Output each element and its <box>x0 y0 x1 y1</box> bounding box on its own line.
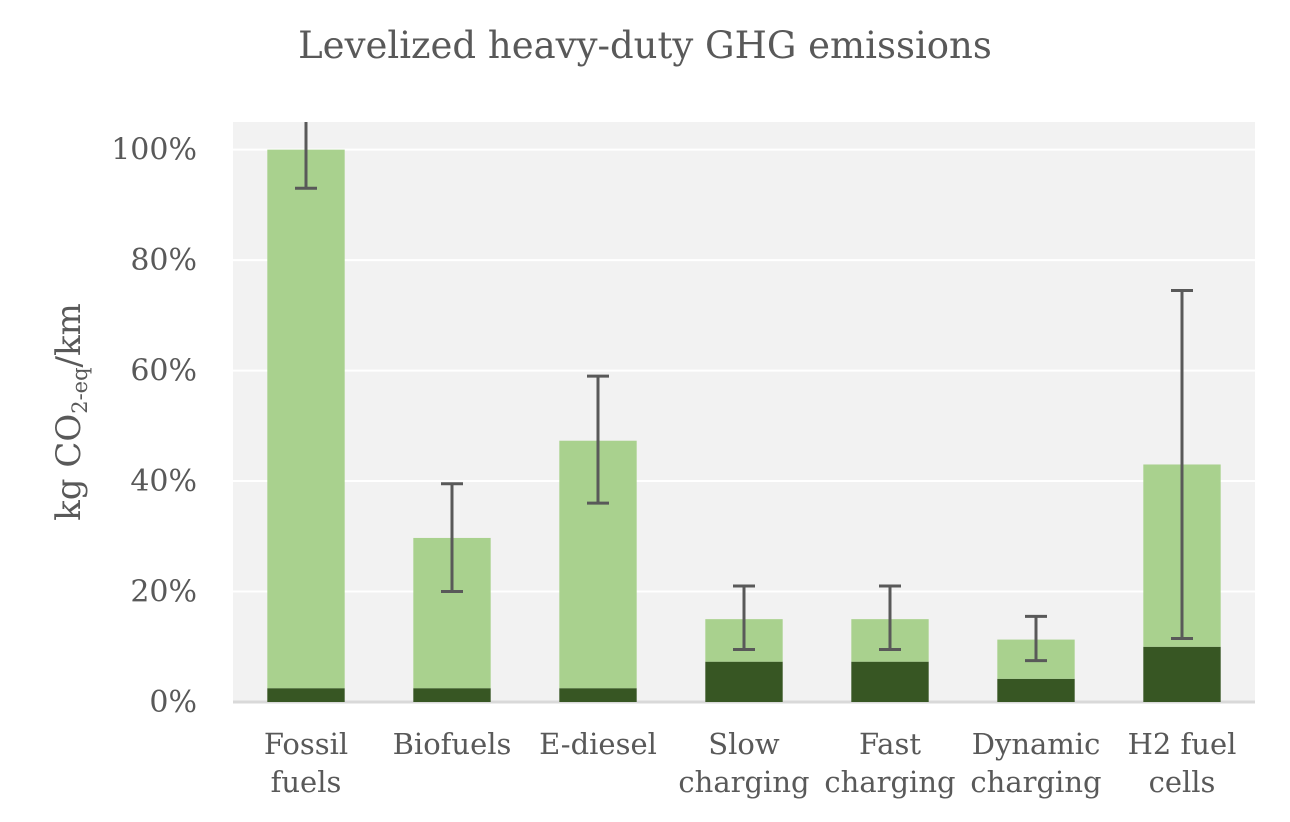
error-bar <box>441 482 463 594</box>
x-category-label-line: Dynamic <box>972 727 1101 761</box>
y-tick-label: 80% <box>130 243 197 278</box>
x-category-label-line: H2 fuel <box>1128 727 1237 761</box>
error-bars <box>295 122 1193 663</box>
x-category-label-line: Fast <box>859 727 921 761</box>
bar-segment-dark <box>559 688 637 702</box>
x-category-label-line: Fossil <box>264 727 348 761</box>
error-bar <box>733 584 755 652</box>
x-category-label-line: cells <box>1149 765 1216 799</box>
y-axis-label-subscript: 2-eq <box>68 367 92 413</box>
y-tick-label: 100% <box>111 133 197 168</box>
x-category-label-line: fuels <box>271 765 342 799</box>
bar-segment-dark <box>997 678 1075 702</box>
y-tick-label: 60% <box>130 354 197 389</box>
y-tick-label: 0% <box>149 685 197 720</box>
x-category-label-line: charging <box>970 765 1101 799</box>
x-category-label: E-diesel <box>539 727 657 761</box>
bar-segment-dark <box>1143 646 1221 702</box>
x-category-label: Slow charging <box>678 727 809 799</box>
y-tick-label: 40% <box>130 464 197 499</box>
x-category-label: Fossil fuels <box>264 727 348 799</box>
x-category-label: Dynamic charging <box>970 727 1101 799</box>
bar-segment-dark <box>267 688 345 702</box>
chart-title: Levelized heavy-duty GHG emissions <box>298 24 992 67</box>
error-bar <box>295 122 317 190</box>
y-axis-tick-labels: 0% 20% 40% 60% 80% 100% <box>111 133 197 720</box>
y-axis-label-suffix: /km <box>49 303 89 367</box>
bar-segment-dark <box>413 688 491 702</box>
y-axis-label-main: kg CO <box>49 414 89 521</box>
x-category-label: Fast charging <box>824 727 955 799</box>
x-category-label-line: Slow <box>708 727 780 761</box>
x-category-label-line: charging <box>824 765 955 799</box>
x-category-label-line: E-diesel <box>539 727 657 761</box>
error-bar <box>1171 288 1193 640</box>
bar-segment-light <box>267 149 345 689</box>
bars <box>267 149 1221 702</box>
error-bar <box>879 584 901 652</box>
y-axis-label: kg CO2-eq/km <box>49 303 92 521</box>
error-bar <box>587 374 609 505</box>
x-category-label-line: charging <box>678 765 809 799</box>
x-category-label: H2 fuel cells <box>1128 727 1237 799</box>
bar-segment-dark <box>705 661 783 702</box>
error-bar <box>1025 614 1047 663</box>
bar-segment-dark <box>851 661 929 702</box>
y-tick-label: 20% <box>130 575 197 610</box>
x-category-label-line: Biofuels <box>393 727 512 761</box>
x-category-label: Biofuels <box>393 727 512 761</box>
